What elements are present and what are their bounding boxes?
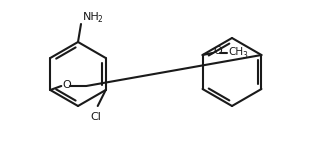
Text: O: O [62,80,71,90]
Text: 3: 3 [243,50,247,59]
Text: O: O [214,46,222,56]
Text: CH: CH [229,47,244,57]
Text: Cl: Cl [90,112,101,122]
Text: NH: NH [83,12,100,22]
Text: 2: 2 [97,15,102,24]
